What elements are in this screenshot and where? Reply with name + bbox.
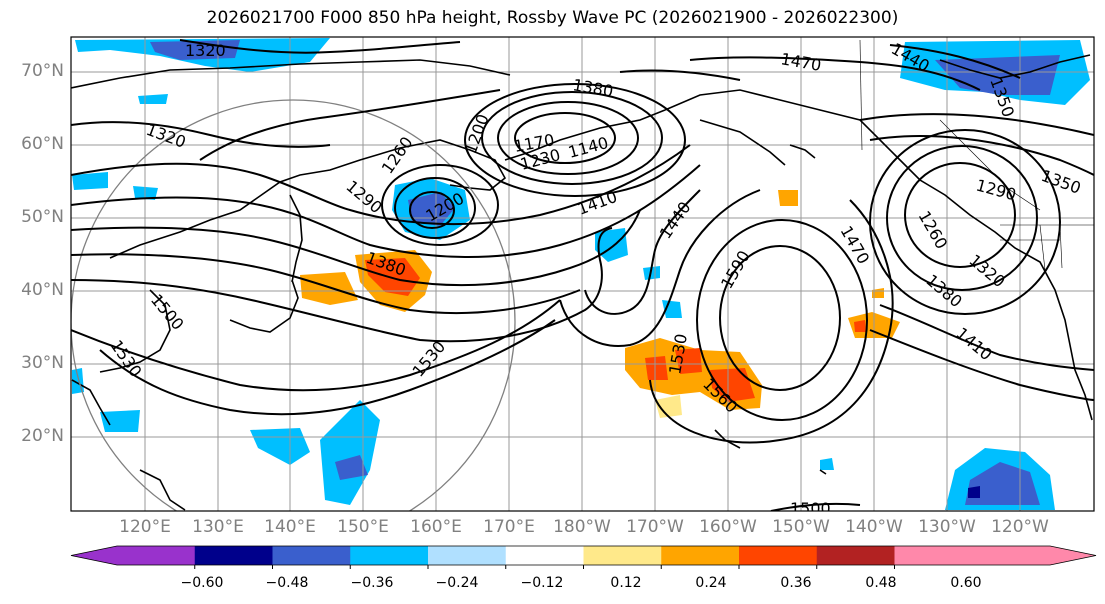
contour-label: 1290 — [342, 177, 385, 218]
colorbar-segment — [661, 546, 740, 565]
lon-label: 150°E — [337, 517, 389, 537]
colorbar-tick-label: 0.60 — [950, 575, 982, 591]
lat-label: 70°N — [21, 61, 64, 81]
map-plot-area: 1320 1470 1440 1350 1320 1380 1260 1290 … — [71, 37, 1094, 518]
colorbar-segment — [350, 546, 429, 565]
colorbar-segment — [972, 546, 1051, 565]
contour-label: 1590 — [717, 247, 754, 292]
lon-label: 120°E — [119, 517, 171, 537]
lon-label: 180°W — [553, 517, 611, 537]
political-borders — [859, 39, 1094, 271]
colorbar-tick-label: −0.24 — [435, 575, 479, 591]
colorbar-segment — [428, 546, 507, 565]
height-contours — [71, 39, 1094, 511]
lat-label: 30°N — [21, 353, 64, 373]
lon-label: 150°W — [772, 517, 830, 537]
lon-label: 170°E — [483, 517, 535, 537]
lon-label: 170°W — [626, 517, 684, 537]
contour-label: 1530 — [409, 337, 450, 380]
colorbar-segment — [117, 546, 196, 565]
contour-label: 1380 — [571, 75, 614, 101]
lon-label: 160°E — [410, 517, 462, 537]
contour-label: 1410 — [952, 324, 995, 365]
colorbar-outline — [70, 545, 1097, 566]
contour-labels: 1320 1470 1440 1350 1320 1380 1260 1290 … — [107, 39, 1084, 518]
lon-label: 140°E — [264, 517, 316, 537]
lat-label: 40°N — [21, 280, 64, 300]
colorbar-segment — [894, 546, 973, 565]
colorbar-tick-label: 0.48 — [865, 575, 897, 591]
contour-label: 1320 — [185, 41, 226, 60]
colorbar-tick-label: −0.48 — [265, 575, 309, 591]
colorbar-segment — [583, 546, 662, 565]
contour-label: 1500 — [147, 290, 188, 333]
lat-label: 50°N — [21, 207, 64, 227]
colorbar-tick-label: −0.36 — [350, 575, 394, 591]
plot-frame — [70, 36, 1095, 512]
contour-label: 1470 — [837, 223, 874, 268]
lat-label: 60°N — [21, 134, 64, 154]
contour-label: 1260 — [915, 208, 952, 253]
colorbar-tick-label: 0.12 — [610, 575, 642, 591]
contour-label: 1530 — [107, 336, 146, 380]
graticule — [71, 37, 1094, 511]
colorbar — [70, 545, 1097, 569]
colorbar-segment — [505, 546, 584, 565]
lon-label: 130°E — [192, 517, 244, 537]
contour-label: 1440 — [656, 198, 695, 242]
colorbar-tick-label: −0.60 — [180, 575, 224, 591]
colorbar-extend-high — [1050, 546, 1096, 565]
contour-label: 1290 — [974, 176, 1018, 205]
contour-label: 1500 — [790, 499, 831, 518]
lon-label: 160°W — [699, 517, 757, 537]
colorbar-segment — [739, 546, 818, 565]
colorbar-extend-low — [71, 546, 117, 565]
lat-label: 20°N — [21, 426, 64, 446]
colorbar-tick-label: 0.36 — [780, 575, 812, 591]
lon-label: 130°W — [918, 517, 976, 537]
colorbar-tick-label: 0.24 — [695, 575, 727, 591]
contour-label: 1320 — [144, 120, 189, 152]
lon-label: 120°W — [991, 517, 1049, 537]
contour-label: 1140 — [566, 133, 610, 162]
lon-label: 140°W — [845, 517, 903, 537]
colorbar-tick-label: −0.12 — [520, 575, 564, 591]
contour-label: 1350 — [1039, 166, 1084, 198]
contour-label: 1470 — [779, 49, 822, 75]
colorbar-segment — [272, 546, 351, 565]
contour-label: 1200 — [461, 112, 493, 157]
colorbar-segment — [194, 546, 273, 565]
colorbar-segment — [816, 546, 895, 565]
map-title: 2026021700 F000 850 hPa height, Rossby W… — [206, 8, 899, 28]
reference-circle — [71, 99, 516, 511]
